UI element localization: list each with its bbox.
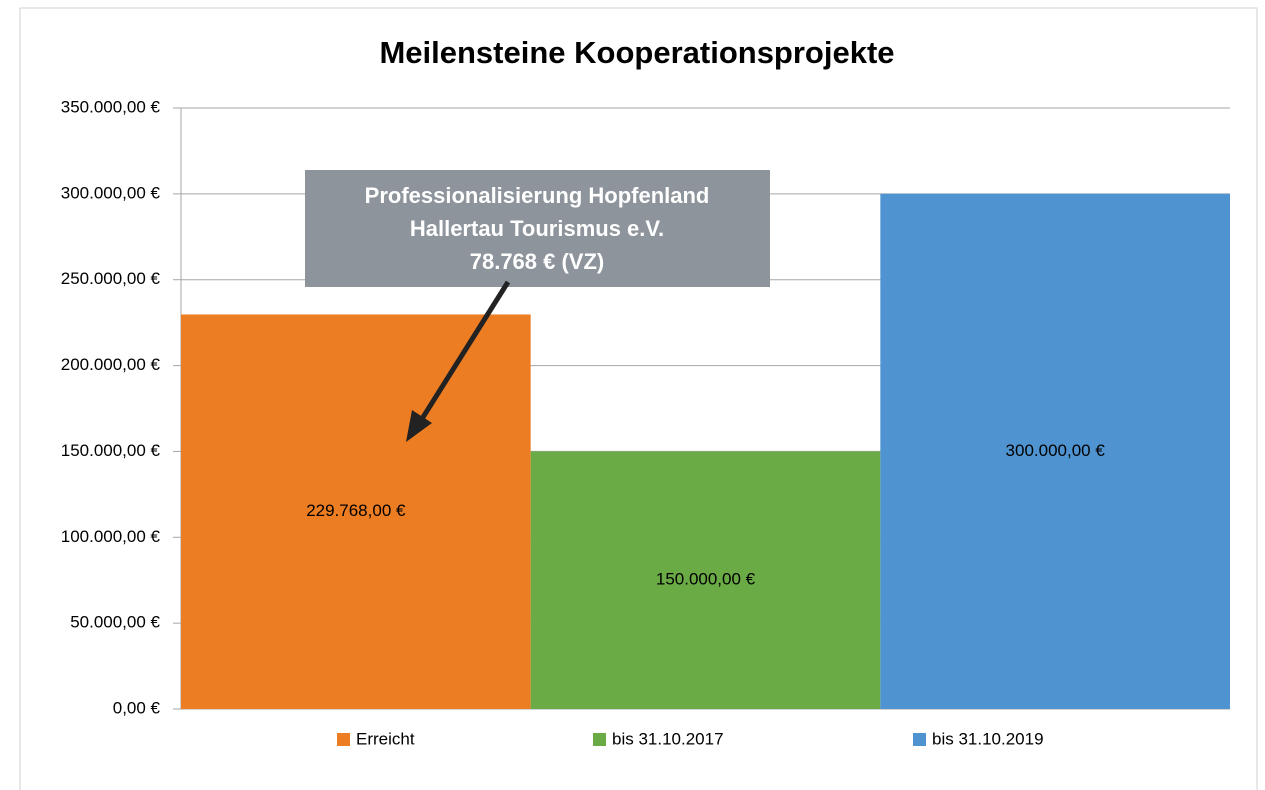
legend-swatch — [913, 733, 926, 746]
y-tick-label: 300.000,00 € — [61, 183, 161, 202]
data-label: 150.000,00 € — [656, 570, 756, 589]
y-tick-label: 350.000,00 € — [61, 97, 161, 116]
bar — [181, 314, 531, 709]
bar — [880, 193, 1230, 709]
legend-swatch — [593, 733, 606, 746]
annotation-text: Professionalisierung Hopfenland — [365, 183, 710, 208]
y-tick-label: 250.000,00 € — [61, 269, 161, 288]
annotation-text: Hallertau Tourismus e.V. — [410, 216, 664, 241]
legend-label: bis 31.10.2019 — [932, 729, 1044, 748]
y-tick-label: 50.000,00 € — [70, 613, 160, 632]
legend-label: Erreicht — [356, 729, 415, 748]
bar — [530, 451, 881, 709]
legend-swatch — [337, 733, 350, 746]
legend-label: bis 31.10.2017 — [612, 729, 724, 748]
annotation-text: 78.768 € (VZ) — [470, 249, 605, 274]
annotation-box — [305, 170, 770, 287]
data-label: 300.000,00 € — [1006, 441, 1106, 460]
y-tick-label: 200.000,00 € — [61, 355, 161, 374]
chart-title: Meilensteine Kooperationsprojekte — [379, 35, 894, 70]
annotation-arrow — [417, 280, 511, 424]
data-label: 229.768,00 € — [306, 501, 406, 520]
y-tick-label: 0,00 € — [113, 698, 161, 717]
y-tick-label: 150.000,00 € — [61, 441, 161, 460]
y-tick-label: 100.000,00 € — [61, 527, 161, 546]
annotation-arrowhead — [406, 410, 432, 442]
